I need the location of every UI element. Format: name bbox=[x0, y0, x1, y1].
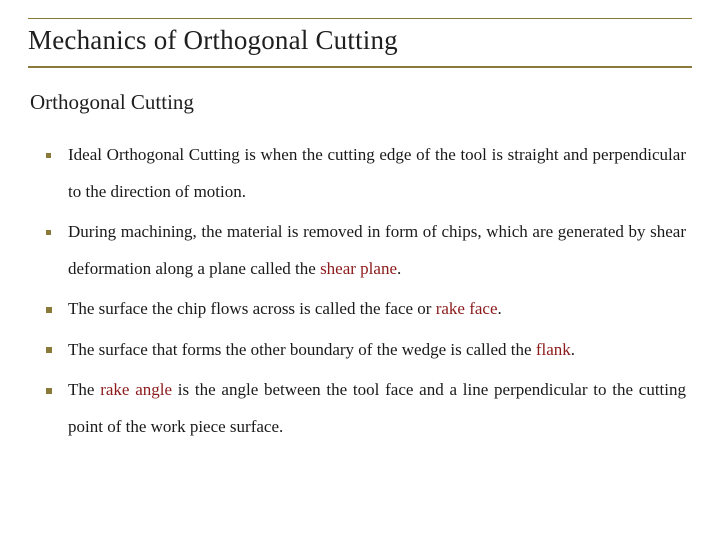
bullet-list-2: The surface the chip flows across is cal… bbox=[28, 291, 692, 445]
bullet-item: The surface that forms the other boundar… bbox=[46, 332, 686, 369]
term-flank: flank bbox=[536, 340, 571, 359]
bullet-item: During machining, the material is remove… bbox=[46, 214, 686, 287]
term-rake-face: rake face bbox=[436, 299, 498, 318]
bullet-text-post: . bbox=[498, 299, 502, 318]
bullet-item: The surface the chip flows across is cal… bbox=[46, 291, 686, 328]
slide-subheading: Orthogonal Cutting bbox=[30, 90, 692, 115]
bullet-text: Ideal Orthogonal Cutting is when the cut… bbox=[68, 145, 686, 201]
bullet-text-post: . bbox=[397, 259, 401, 278]
bullet-text: The surface that forms the other boundar… bbox=[68, 340, 536, 359]
slide-title: Mechanics of Orthogonal Cutting bbox=[28, 25, 692, 56]
bullet-list: Ideal Orthogonal Cutting is when the cut… bbox=[28, 137, 692, 287]
title-block: Mechanics of Orthogonal Cutting bbox=[28, 18, 692, 68]
bullet-text-post: . bbox=[571, 340, 575, 359]
slide: Mechanics of Orthogonal Cutting Orthogon… bbox=[0, 0, 720, 540]
bullet-text: The bbox=[68, 380, 100, 399]
term-shear-plane: shear plane bbox=[320, 259, 397, 278]
bullet-item: Ideal Orthogonal Cutting is when the cut… bbox=[46, 137, 686, 210]
term-rake-angle: rake angle bbox=[100, 380, 172, 399]
bullet-item: The rake angle is the angle between the … bbox=[46, 372, 686, 445]
bullet-text: The surface the chip flows across is cal… bbox=[68, 299, 436, 318]
